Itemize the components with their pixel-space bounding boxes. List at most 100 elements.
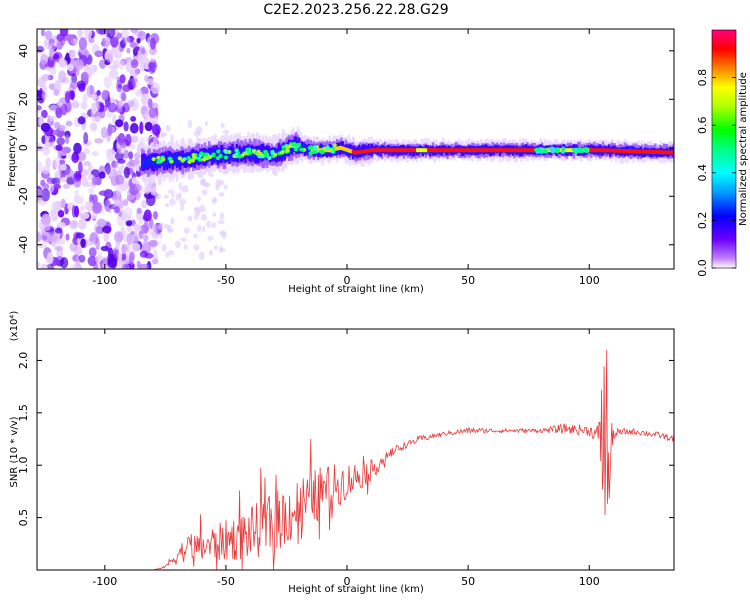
spectrogram-ridge-cell xyxy=(222,149,225,160)
spectrogram-noise-cell xyxy=(133,158,140,166)
colorbar-tick-label: 0.6 xyxy=(696,116,709,134)
spectrogram-ridge-blob xyxy=(584,149,589,154)
spectrogram-ridge-core xyxy=(376,148,379,153)
snr-x-tick-label: 100 xyxy=(579,575,600,588)
spectrogram-ridge-blob xyxy=(245,147,250,152)
spectrogram-noise-cell xyxy=(60,103,68,116)
spectrogram-noise-cell xyxy=(91,94,97,101)
spectrogram-noise-cell xyxy=(106,29,116,39)
spectrogram-ridge-core xyxy=(434,148,437,153)
colorbar-label: Normalized spectral amplitude xyxy=(738,72,749,226)
spectrogram-ridge-core xyxy=(406,148,409,153)
spectrogram-ridge-core xyxy=(384,148,387,153)
spectrogram-ridge-core xyxy=(361,149,364,154)
spectrogram-ridge-blob xyxy=(263,150,269,155)
spectrogram-noise-cell xyxy=(167,249,175,256)
spectrogram-noise-cell xyxy=(75,232,85,239)
spectrogram-ridge-core xyxy=(310,148,313,153)
spectrogram-ridge-core xyxy=(445,148,448,153)
spectrogram-ridge-core xyxy=(420,148,423,153)
spectrogram-ridge-core xyxy=(597,148,600,153)
spectrogram-ridge-cell xyxy=(269,148,272,158)
snr-panel: -100 -50 0 50 100 0.5 1.0 1.5 2.0 Height of str… xyxy=(9,311,675,595)
spectrogram-ridge-cell xyxy=(302,143,305,152)
spectrogram-ridge-core xyxy=(377,148,380,153)
spectrogram-ridge-core xyxy=(393,148,396,153)
spectrogram-ridge-core xyxy=(337,146,340,151)
spectrogram-ridge-core xyxy=(648,149,651,154)
spectrogram-ridge-core xyxy=(485,148,488,153)
spectrogram-ridge-core xyxy=(345,147,348,152)
spectrogram-ridge-core xyxy=(391,148,394,153)
spectrogram-ridge-core xyxy=(647,149,650,154)
spectrogram-noise-cell xyxy=(86,241,96,247)
spectrogram-noise-cell xyxy=(95,225,104,234)
snr-x-tick-label: -50 xyxy=(217,575,235,588)
spectrogram-ridge-core xyxy=(497,148,500,153)
spectrogram-ridge-core xyxy=(395,148,398,153)
spectrogram-ridge-cell xyxy=(253,150,256,159)
spectrogram-ridge-core xyxy=(626,149,629,153)
spectrogram-ridge-core xyxy=(600,148,603,153)
spectrogram-noise-cell xyxy=(187,119,193,129)
spectrogram-noise-cell xyxy=(98,171,106,179)
spectrogram-noise-cell xyxy=(64,169,75,179)
spectrogram-noise-cell xyxy=(93,262,99,269)
spectrogram-noise-cell xyxy=(223,184,228,190)
spectrogram-noise-cell xyxy=(104,199,111,212)
spectrogram-noise-cell xyxy=(124,133,132,147)
spectrogram-ridge-blob xyxy=(319,149,324,154)
spectrogram-noise-cell xyxy=(201,189,208,196)
spectrogram-noise-cell xyxy=(131,242,141,252)
spectrogram-ridge-core xyxy=(660,150,663,155)
spectrogram-ridge-core xyxy=(474,148,477,153)
spectrogram-ridge-core xyxy=(653,150,656,154)
spectrogram-ridge-core xyxy=(431,148,434,153)
spectrogram-noise-cell xyxy=(119,60,125,71)
spectrogram-noise-cell xyxy=(73,142,82,154)
spectrogram-noise-cell xyxy=(53,121,61,129)
spectrogram-ridge-core xyxy=(464,148,467,153)
spectrogram-noise-cell xyxy=(149,37,156,50)
spectrogram-ridge-cell xyxy=(305,146,308,153)
spectrogram-ridge-blob xyxy=(281,144,286,149)
spectrogram-noise-cell xyxy=(183,243,188,250)
spectrogram-ridge-core xyxy=(482,148,485,153)
spectrogram-ridge-core xyxy=(637,149,640,154)
spectrogram-noise-cell xyxy=(84,201,92,211)
spectrogram-ridge-blob xyxy=(216,149,221,154)
spectrogram-noise-cell xyxy=(193,212,199,221)
spectrogram-ridge-core xyxy=(408,148,411,153)
spectrogram-noise-cell xyxy=(88,187,94,195)
spectrogram-ridge-core xyxy=(531,148,534,153)
spectrogram-noise-cell xyxy=(37,189,44,199)
spectrogram-ridge-blob xyxy=(199,151,204,156)
spectrogram-ridge-core xyxy=(654,150,657,154)
spectrogram-noise-cell xyxy=(121,214,132,221)
spectrogram-noise-cell xyxy=(107,123,113,136)
spectrogram-noise-cell xyxy=(204,120,209,127)
spectrogram-noise-cell xyxy=(141,200,148,209)
spectrogram-ridge-core xyxy=(512,148,515,153)
spectrogram-ridge-core xyxy=(366,148,369,153)
spectrogram-ridge-cell xyxy=(299,144,302,150)
spectrogram-noise-cell xyxy=(42,183,49,191)
spectrogram-ridge-core xyxy=(401,148,404,153)
spectrogram-ridge-core xyxy=(596,148,599,153)
spectrogram-ridge-cell xyxy=(142,158,146,167)
spectrogram-noise-cell xyxy=(113,206,120,214)
figure-title: C2E2.2023.256.22.28.G29 xyxy=(263,2,448,18)
spectrogram-ridge-cell xyxy=(676,142,678,161)
spectrogram-ridge-core xyxy=(339,145,342,150)
spectrogram-ridge-core xyxy=(403,148,406,153)
spectrogram-ridge-blob xyxy=(287,144,293,149)
spectrogram-noise-cell xyxy=(170,217,175,225)
spectrogram-noise-cell xyxy=(139,121,144,135)
spectrogram-noise-cell xyxy=(161,244,167,252)
spectrogram-ridge-core xyxy=(495,148,498,153)
spectrogram-noise-cell xyxy=(165,252,170,258)
spectrogram-ridge-core xyxy=(446,148,449,153)
spectrogram-ridge-core xyxy=(625,149,628,153)
spectrogram-noise-cell xyxy=(215,184,220,191)
